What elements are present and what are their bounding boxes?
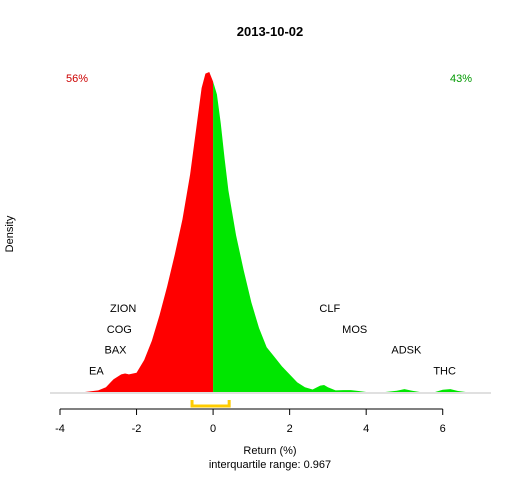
x-tick-label: -2	[132, 423, 142, 435]
y-axis-label: Density	[4, 215, 16, 252]
chart-title: 2013-10-02	[237, 24, 304, 39]
right-percentage-label: 43%	[450, 73, 472, 85]
x-axis-label: Return (%)	[243, 445, 296, 457]
positive-density-area	[213, 81, 466, 392]
annotation-adsk: ADSK	[391, 345, 422, 357]
annotation-zion: ZION	[110, 303, 136, 315]
x-axis: -4 -2 0 2 4 6	[55, 408, 446, 435]
iqr-subtitle: interquartile range: 0.967	[209, 459, 331, 471]
plot-area	[50, 72, 491, 394]
x-tick-label: -4	[55, 423, 65, 435]
x-tick-label: 6	[440, 423, 446, 435]
left-percentage-label: 56%	[66, 73, 88, 85]
annotation-bax: BAX	[104, 345, 127, 357]
annotation-ea: EA	[89, 365, 104, 377]
x-tick-label: 0	[210, 423, 216, 435]
x-tick-label: 2	[287, 423, 293, 435]
x-tick-label: 4	[363, 423, 369, 435]
annotation-cog: COG	[107, 324, 132, 336]
annotation-clf: CLF	[319, 303, 340, 315]
negative-density-area	[84, 72, 214, 392]
iqr-bracket-line	[190, 400, 231, 408]
iqr-bracket	[190, 400, 231, 408]
annotation-thc: THC	[433, 365, 456, 377]
annotation-mos: MOS	[342, 324, 367, 336]
